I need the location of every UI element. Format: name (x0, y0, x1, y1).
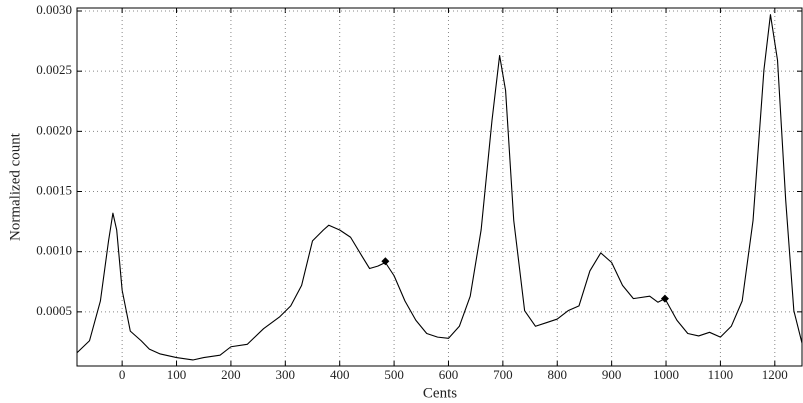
x-tick-label: 1200 (762, 367, 788, 382)
x-tick-label: 1000 (653, 367, 679, 382)
y-tick-label: 0.0020 (36, 122, 72, 137)
y-tick-label: 0.0005 (36, 303, 72, 318)
x-tick-label: 800 (548, 367, 568, 382)
x-tick-label: 0 (119, 367, 126, 382)
diamond-marker (381, 257, 390, 266)
x-axis-label: Cents (423, 385, 457, 401)
y-tick-label: 0.0015 (36, 182, 72, 197)
x-tick-label: 700 (493, 367, 513, 382)
x-tick-label: 500 (384, 367, 404, 382)
x-tick-label: 600 (439, 367, 459, 382)
plot-frame (76, 7, 803, 367)
x-tick-label: 1100 (708, 367, 734, 382)
y-axis-label: Normalized count (7, 132, 23, 241)
x-tick-label: 400 (330, 367, 350, 382)
y-tick-label: 0.0025 (36, 62, 72, 77)
diamond-marker (660, 294, 669, 303)
x-tick-label: 100 (167, 367, 187, 382)
x-tick-label: 200 (221, 367, 241, 382)
line-series (76, 14, 803, 361)
y-tick-label: 0.0010 (36, 243, 72, 258)
y-tick-label: 0.0030 (36, 2, 72, 17)
x-tick-label: 900 (602, 367, 622, 382)
x-tick-label: 300 (276, 367, 296, 382)
